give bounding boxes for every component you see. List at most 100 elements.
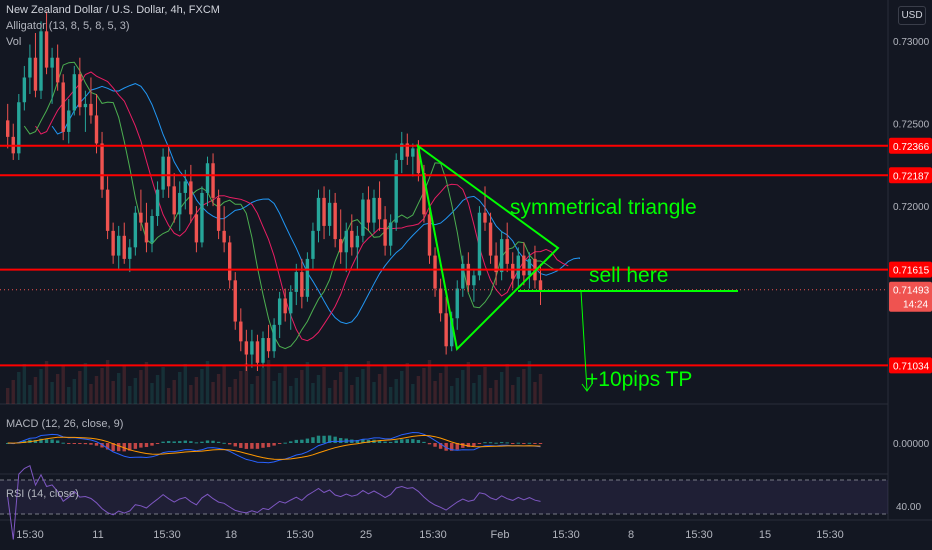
macd-histogram-bar bbox=[455, 443, 459, 450]
volume-bar bbox=[339, 372, 343, 404]
macd-histogram-bar bbox=[233, 443, 237, 447]
macd-histogram-bar bbox=[194, 442, 199, 444]
price-label-box bbox=[889, 357, 932, 374]
price-label: 0.72366 bbox=[893, 142, 930, 153]
alligator-jaw-line bbox=[51, 83, 580, 325]
time-tick: 15:30 bbox=[16, 529, 44, 541]
candle-body bbox=[78, 74, 82, 108]
candle-body bbox=[311, 230, 315, 259]
macd-histogram-bar bbox=[416, 439, 421, 443]
candle-body bbox=[216, 197, 221, 231]
candle-body bbox=[33, 57, 38, 91]
time-tick: 25 bbox=[360, 529, 372, 541]
macd-histogram-bar bbox=[122, 443, 126, 452]
time-axis: 15:30 11 15:30 18 15:30 25 15:30 Feb 15:30 8 15:30… bbox=[16, 529, 844, 541]
time-tick: 15:30 bbox=[286, 529, 314, 541]
candle-body bbox=[477, 212, 482, 276]
volume-bar bbox=[155, 375, 160, 404]
macd-histogram-bar bbox=[516, 442, 520, 444]
candle-body bbox=[339, 239, 343, 253]
macd-histogram-bar bbox=[377, 440, 382, 443]
macd-histogram-bar bbox=[144, 443, 149, 448]
macd-histogram-bar bbox=[244, 443, 249, 449]
candle-body bbox=[522, 255, 526, 276]
candle-body bbox=[200, 192, 204, 243]
candle-body bbox=[222, 230, 226, 243]
macd-histogram-bar bbox=[250, 443, 254, 449]
volume-bar bbox=[422, 368, 426, 404]
macd-histogram-bar bbox=[183, 440, 187, 443]
macd-histogram-bar bbox=[255, 443, 260, 449]
candle-body bbox=[277, 298, 282, 325]
macd-histogram-bar bbox=[527, 442, 532, 444]
macd-histogram-bar bbox=[311, 437, 315, 443]
candle-body bbox=[300, 272, 304, 297]
macd-histogram-bar bbox=[111, 443, 115, 452]
candle-body bbox=[438, 288, 443, 314]
macd-histogram-bar bbox=[400, 439, 404, 443]
macd-histogram-bar bbox=[411, 439, 415, 443]
candle-body bbox=[499, 239, 504, 273]
volume-bar bbox=[133, 378, 138, 404]
volume-bar bbox=[522, 369, 526, 404]
macd-histogram-bar bbox=[50, 439, 54, 443]
candle-body bbox=[55, 57, 60, 83]
volume-bar bbox=[277, 373, 282, 404]
macd-histogram-bar bbox=[477, 443, 482, 444]
macd-histogram-bar bbox=[339, 438, 343, 443]
volume-bar bbox=[377, 374, 382, 404]
volume-bar bbox=[316, 375, 321, 404]
price-label-box bbox=[889, 167, 932, 184]
candle-body bbox=[205, 163, 210, 193]
candle-body bbox=[505, 239, 509, 264]
macd-histogram-bar bbox=[361, 439, 365, 443]
macd-histogram-bar bbox=[150, 443, 154, 446]
volume-bar bbox=[67, 387, 71, 404]
candle-body bbox=[28, 57, 32, 78]
volume-bar bbox=[355, 377, 360, 404]
rsi-line bbox=[7, 464, 541, 540]
candle-body bbox=[161, 156, 165, 190]
candle-body bbox=[444, 313, 448, 347]
macd-histogram-bar bbox=[438, 443, 443, 449]
candle-body bbox=[516, 255, 520, 279]
candle-body bbox=[289, 291, 293, 314]
volume-bar bbox=[50, 382, 54, 404]
candle-body bbox=[416, 148, 421, 174]
macd-histogram-bar bbox=[283, 442, 287, 444]
candle-body bbox=[433, 255, 437, 289]
volume-bar bbox=[311, 383, 315, 404]
macd-histogram-bar bbox=[494, 442, 498, 444]
macd-histogram-bar bbox=[172, 441, 176, 443]
macd-histogram-bar bbox=[39, 438, 43, 443]
currency-button[interactable]: USD bbox=[898, 6, 926, 25]
candle-body bbox=[172, 186, 176, 215]
macd-histogram-bar bbox=[205, 440, 210, 443]
candle-body bbox=[333, 202, 337, 240]
macd-histogram-bar bbox=[388, 441, 393, 443]
candle-body bbox=[377, 197, 382, 220]
volume-bar bbox=[128, 386, 132, 404]
volume-bar bbox=[150, 383, 154, 404]
candle-body bbox=[22, 77, 27, 103]
volume-bar bbox=[461, 370, 465, 404]
macd-histogram-bar bbox=[178, 441, 182, 443]
macd-histogram-bar bbox=[200, 441, 204, 443]
macd-histogram-bar bbox=[316, 435, 321, 443]
macd-tick: 0.00000 bbox=[893, 439, 930, 450]
grid bbox=[0, 0, 932, 521]
macd-histogram-bar bbox=[105, 443, 110, 450]
candle-body bbox=[294, 272, 298, 292]
macd-histogram-bar bbox=[128, 443, 132, 451]
candle-body bbox=[166, 156, 171, 187]
macd-histogram-bar bbox=[538, 443, 543, 444]
candle-body bbox=[150, 216, 154, 243]
target-annotation: +10pips TP bbox=[586, 368, 692, 391]
volume-bar bbox=[400, 371, 404, 404]
macd-histogram-bar bbox=[94, 443, 99, 446]
level-lines bbox=[0, 144, 888, 367]
candle-body bbox=[111, 230, 115, 256]
candle-body bbox=[283, 298, 287, 314]
volume-bar bbox=[83, 363, 88, 404]
